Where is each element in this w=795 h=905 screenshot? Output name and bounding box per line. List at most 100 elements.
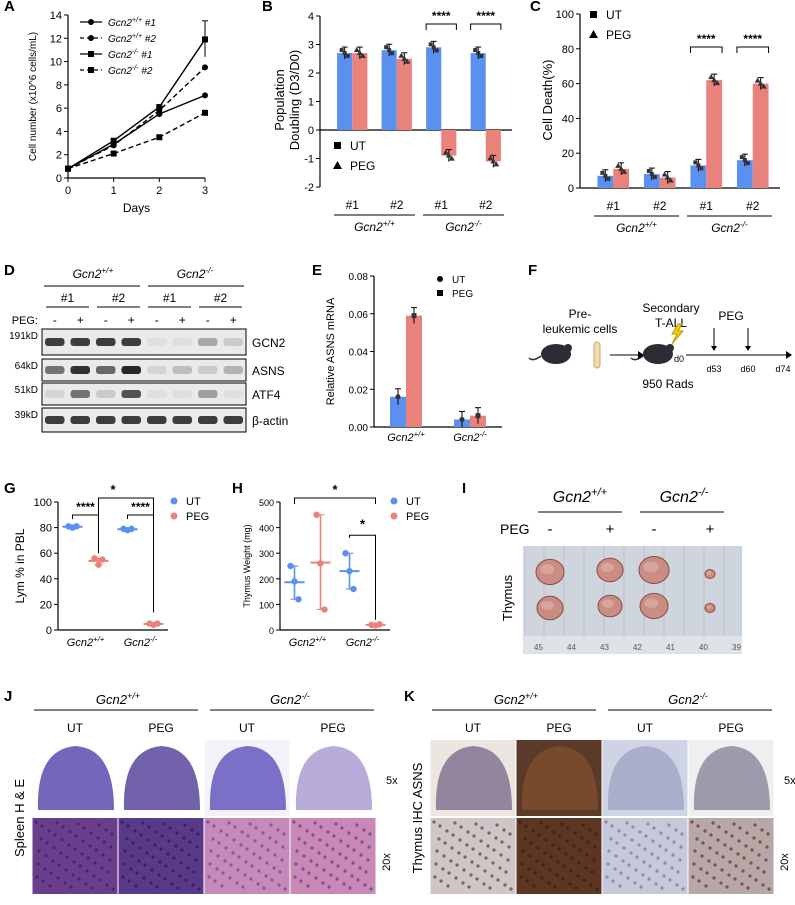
- cell-dot: [754, 878, 758, 882]
- cell-dot: [160, 834, 164, 838]
- cell-dot: [224, 846, 228, 850]
- cell-dot: [178, 874, 182, 878]
- cell-dot: [261, 831, 265, 835]
- data-point: [428, 42, 433, 47]
- cell-dot: [553, 885, 557, 889]
- cell-dot: [39, 837, 43, 841]
- cell-dot: [459, 825, 463, 829]
- cell-dot: [451, 833, 455, 837]
- band: [198, 366, 218, 374]
- cell-dot: [712, 876, 716, 880]
- cell-dot: [52, 846, 56, 850]
- cell-dot: [699, 867, 703, 871]
- cell-dot: [610, 824, 614, 828]
- ruler-mark: 43: [600, 643, 609, 652]
- cell-dot: [447, 871, 451, 875]
- cell-dot: [549, 855, 553, 859]
- data-point: [91, 555, 98, 562]
- cell-dot: [322, 868, 326, 872]
- y-tick-label: 4: [308, 11, 314, 23]
- y-tick-label: 60: [562, 79, 574, 91]
- magnification-label: 5x: [386, 775, 398, 787]
- cell-dot: [145, 851, 149, 855]
- panel-j: J Gcn2+/+ Gcn2-/- UT PEG UT PEG 5x 20x Spleen H …: [0, 680, 400, 900]
- day-label: d53: [706, 364, 721, 374]
- cell-dot: [659, 831, 663, 835]
- significance-mark: ****: [743, 32, 762, 46]
- cell-dot: [138, 846, 142, 850]
- significance-bracket: [425, 23, 457, 30]
- cell-dot: [582, 878, 586, 882]
- cell-dot: [73, 847, 77, 851]
- y-axis-label: PopulationDoubling (D3/D0): [272, 50, 302, 150]
- cell-dot: [180, 848, 184, 852]
- data-point: [202, 64, 208, 71]
- cell-dot: [614, 854, 618, 858]
- cell-dot: [701, 841, 705, 845]
- y-tick-label: 2: [56, 150, 62, 162]
- cell-dot: [660, 886, 664, 890]
- y-axis-label: Cell number (x10^6 cells/mL): [28, 32, 39, 161]
- legend-label: PEG: [606, 28, 631, 42]
- bar: [396, 58, 412, 130]
- lightning-icon: [671, 323, 685, 345]
- x-tick-label: #1: [346, 198, 360, 212]
- x-tick-label: 0: [65, 185, 71, 197]
- cell-dot: [262, 886, 266, 890]
- cell-dot: [729, 847, 733, 851]
- cell-dot: [98, 878, 102, 882]
- ruler-mark: 45: [534, 643, 543, 652]
- cell-dot: [623, 833, 627, 837]
- significance-bracket: [98, 497, 154, 613]
- x-tick-label: 3: [202, 185, 208, 197]
- cell-dot: [63, 881, 67, 885]
- cell-dot: [51, 859, 55, 863]
- cell-dot: [539, 821, 543, 825]
- cell-dot: [555, 873, 559, 877]
- cell-dot: [157, 873, 161, 877]
- cell-dot: [704, 884, 708, 888]
- y-tick-label: 100: [259, 600, 274, 610]
- day-label: d60: [740, 364, 755, 374]
- series-line: [67, 94, 206, 170]
- cell-dot: [78, 864, 82, 868]
- cell-dot: [281, 845, 285, 849]
- y-tick-label: 40: [562, 113, 574, 125]
- cell-dot: [564, 852, 568, 856]
- condition-label: UT: [637, 721, 654, 735]
- cell-dot: [216, 854, 220, 858]
- cell-dot: [151, 855, 155, 859]
- cell-dot: [471, 847, 475, 851]
- y-tick-label: 0: [308, 125, 314, 137]
- cell-dot: [500, 840, 504, 844]
- cell-dot: [270, 878, 274, 882]
- cell-dot: [730, 834, 734, 838]
- cell-dot: [615, 841, 619, 845]
- cell-dot: [174, 844, 178, 848]
- cell-dot: [756, 866, 760, 870]
- peg-label: PEG: [500, 521, 530, 537]
- cell-dot: [764, 858, 768, 862]
- cell-dot: [276, 828, 280, 832]
- cell-dot: [235, 881, 239, 885]
- cell-dot: [561, 877, 565, 881]
- cell-dot: [44, 854, 48, 858]
- cell-dot: [302, 854, 306, 858]
- cell-dot: [713, 863, 717, 867]
- cell-dot: [642, 860, 646, 864]
- x-tick-label: #2: [390, 198, 404, 212]
- cell-dot: [142, 876, 146, 880]
- cell-dot: [745, 831, 749, 835]
- cell-dot: [552, 830, 556, 834]
- cell-dot: [194, 858, 198, 862]
- cell-dot: [350, 874, 354, 878]
- data-point: [339, 48, 344, 53]
- cell-dot: [245, 847, 249, 851]
- cell-dot: [767, 887, 771, 891]
- cell-dot: [490, 874, 494, 878]
- band: [96, 366, 116, 374]
- condition-label: UT: [465, 721, 482, 735]
- group-label: Gcn2-/-: [711, 219, 748, 235]
- cell-dot: [282, 832, 286, 836]
